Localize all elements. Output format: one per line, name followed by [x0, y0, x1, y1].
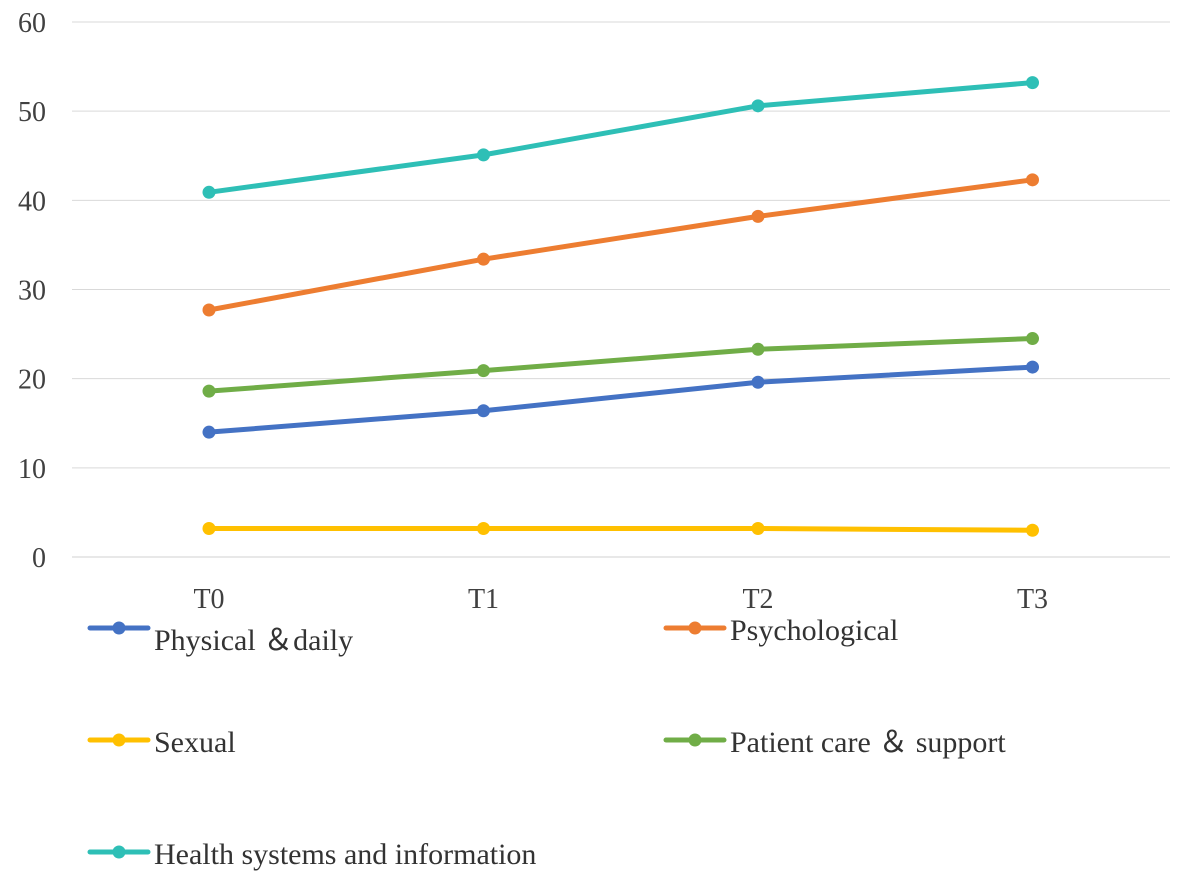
y-tick-label: 10	[18, 454, 46, 485]
series-line	[206, 336, 1035, 394]
series-patient-care-support	[202, 332, 1039, 398]
data-point	[1026, 360, 1039, 374]
data-point	[477, 521, 490, 535]
y-axis-tick-labels: 0 10 20 30 40 50 60	[18, 8, 46, 574]
legend-label: Physical ＆daily	[154, 624, 353, 657]
series-health-systems-and-information	[202, 76, 1039, 199]
x-tick-label: T2	[742, 584, 773, 615]
legend-label: Sexual	[154, 726, 236, 759]
data-point	[751, 375, 765, 389]
data-point	[1026, 332, 1039, 346]
data-point	[751, 99, 765, 113]
x-tick-label: T3	[1017, 584, 1048, 615]
legend: Physical ＆daily Psychological Sexual Patien…	[87, 614, 1006, 871]
legend-swatch-marker	[688, 733, 702, 747]
legend-label: Psychological	[730, 614, 898, 647]
legend-item: Psychological	[663, 614, 898, 647]
data-point	[477, 252, 490, 266]
y-tick-label: 30	[18, 276, 46, 307]
data-point	[1026, 76, 1039, 90]
y-tick-label: 20	[18, 365, 46, 396]
legend-item: Health systems and information	[87, 838, 536, 871]
legend-item: Sexual	[87, 726, 236, 759]
gridlines	[72, 21, 1170, 558]
data-point	[202, 303, 216, 317]
data-point	[202, 425, 216, 439]
legend-swatch-marker	[112, 621, 126, 635]
legend-item: Physical ＆daily	[87, 621, 353, 657]
y-tick-label: 60	[18, 8, 46, 39]
legend-item: Patient care ＆ support	[663, 726, 1006, 759]
data-point	[477, 364, 490, 378]
data-point	[751, 521, 765, 535]
series-line	[206, 364, 1035, 435]
legend-swatch-marker	[112, 845, 126, 859]
x-tick-label: T0	[193, 584, 224, 615]
series-line	[206, 80, 1035, 195]
legend-swatch-marker	[112, 733, 126, 747]
legend-label: Health systems and information	[154, 838, 536, 871]
y-tick-label: 50	[18, 97, 46, 128]
data-point	[1026, 173, 1039, 187]
y-tick-label: 0	[32, 543, 46, 574]
data-point	[202, 185, 216, 199]
data-point	[1026, 523, 1039, 537]
series-psychological	[202, 173, 1039, 317]
series-physical-daily	[202, 360, 1039, 439]
data-point	[751, 342, 765, 356]
legend-swatch-marker	[688, 621, 702, 635]
data-point	[477, 404, 490, 418]
x-tick-label: T1	[468, 584, 499, 615]
x-axis-tick-labels: T0 T1 T2 T3	[193, 584, 1048, 615]
data-point	[477, 148, 490, 162]
series-line	[206, 525, 1035, 533]
legend-label: Patient care ＆ support	[730, 726, 1006, 759]
data-point	[202, 521, 216, 535]
series-lines	[202, 76, 1039, 537]
series-sexual	[202, 521, 1039, 537]
data-point	[751, 209, 765, 223]
data-point	[202, 384, 216, 398]
series-line	[206, 177, 1035, 313]
y-tick-label: 40	[18, 186, 46, 217]
